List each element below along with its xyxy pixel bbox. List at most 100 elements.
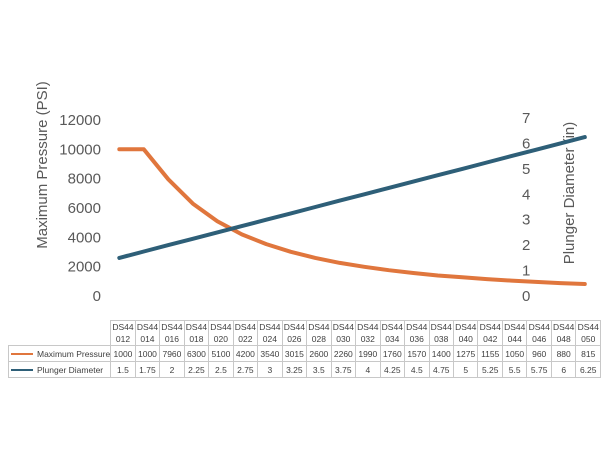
category-label: DS44 042 (477, 320, 503, 346)
legend-swatch (11, 369, 33, 372)
y-right-tick-label: 4 (522, 186, 530, 203)
table-cell: 1.5 (110, 361, 136, 378)
category-label-line: DS44 (234, 322, 257, 332)
category-label-line: 018 (189, 334, 204, 344)
table-cell: 6.25 (575, 361, 601, 378)
category-label-line: DS44 (504, 322, 526, 332)
y-right-tick-label: 7 (522, 110, 530, 127)
table-cell: 1990 (355, 345, 381, 362)
category-label-line: DS44 (332, 322, 354, 332)
table-cell: 3015 (281, 345, 308, 362)
category-label-line: DS44 (283, 322, 305, 332)
table-cell: 1400 (428, 345, 455, 362)
table-cell: 1760 (379, 345, 406, 362)
category-label: DS44 026 (281, 320, 308, 346)
table-cell: 1000 (134, 345, 161, 362)
table-cell: 1570 (404, 345, 430, 362)
category-label-line: 032 (360, 334, 375, 344)
y-left-tick-label: 0 (93, 288, 101, 305)
category-label-line: 028 (311, 334, 326, 344)
category-label: DS44 022 (232, 320, 259, 346)
category-label: DS44 034 (379, 320, 406, 346)
table-cell: 5.5 (501, 361, 528, 378)
table-cell: 6300 (183, 345, 210, 362)
category-label: DS44 012 (110, 320, 136, 346)
table-cell: 5.75 (526, 361, 552, 378)
category-label: DS44 028 (306, 320, 332, 346)
category-label-line: 014 (140, 334, 155, 344)
category-label-line: DS44 (161, 322, 183, 332)
table-cell: 3.75 (330, 361, 357, 378)
category-label-line: DS44 (136, 322, 159, 332)
table-cell: 5.25 (477, 361, 503, 378)
data-table: DS44 012 DS44 014 DS44 016 DS44 018 DS44 020 DS44 0… (7, 320, 601, 378)
category-label: DS44 036 (404, 320, 430, 346)
category-label-line: DS44 (455, 322, 477, 332)
table-cell: 1275 (452, 345, 479, 362)
category-label: DS44 032 (355, 320, 381, 346)
table-cell: 2 (159, 361, 185, 378)
table-cell: 3 (257, 361, 283, 378)
legend-entry: Maximum Pressure (7, 345, 112, 362)
table-cell: 3540 (257, 345, 283, 362)
table-cell: 2.75 (232, 361, 259, 378)
category-label: DS44 048 (550, 320, 577, 346)
category-label-line: DS44 (528, 322, 550, 332)
table-cell: 4200 (232, 345, 259, 362)
legend-entry: Plunger Diameter (7, 361, 112, 378)
y-right-tick-label: 2 (522, 237, 530, 254)
category-label-line: 016 (164, 334, 180, 344)
table-cell: 4.5 (404, 361, 430, 378)
table-corner (9, 321, 111, 346)
table-cell: 815 (575, 345, 601, 362)
category-label: DS44 016 (159, 320, 185, 346)
category-label-line: DS44 (553, 322, 575, 332)
category-label: DS44 046 (526, 320, 552, 346)
legend-swatch (11, 353, 33, 356)
category-label-line: DS44 (381, 322, 403, 332)
category-label-line: 046 (532, 334, 547, 344)
category-label-line: 012 (115, 334, 131, 344)
series-line-1 (117, 147, 587, 286)
y-left-tick-label: 8000 (68, 171, 101, 188)
table-cell: 1155 (477, 345, 503, 362)
category-label-line: 030 (336, 334, 351, 344)
category-label-line: DS44 (406, 322, 428, 332)
table-cell: 6 (550, 361, 577, 378)
category-label-line: DS44 (308, 322, 330, 332)
y-left-tick-label: 10000 (59, 141, 101, 158)
category-label: DS44 038 (428, 320, 455, 346)
category-label-line: 038 (434, 334, 449, 344)
category-label-line: 026 (287, 334, 302, 344)
y-left-tick-label: 4000 (68, 229, 101, 246)
table-header-row: DS44 012 DS44 014 DS44 016 DS44 018 DS44 020 DS44 0… (9, 320, 601, 346)
category-label-line: 036 (409, 334, 424, 344)
y-right-axis-title: Plunger Diameter (in) (561, 122, 578, 265)
table-cell: 2.5 (208, 361, 234, 378)
category-label-line: DS44 (479, 322, 501, 332)
table-row: Maximum Pressure 1000 1000 7960 6300 5100 4200… (7, 345, 601, 362)
y-left-tick-label: 2000 (68, 259, 101, 276)
category-label: DS44 044 (501, 320, 528, 346)
y-right-tick-label: 3 (522, 212, 530, 229)
category-label-line: 050 (581, 334, 596, 344)
category-label-line: 044 (507, 334, 522, 344)
category-label: DS44 030 (330, 320, 357, 346)
category-label-line: DS44 (430, 322, 452, 332)
category-label-line: 048 (556, 334, 571, 344)
category-label: DS44 024 (257, 320, 283, 346)
y-left-tick-label: 6000 (68, 200, 101, 217)
y-right-tick-label: 1 (522, 263, 530, 280)
category-label: DS44 020 (208, 320, 234, 346)
table-cell: 4.75 (428, 361, 455, 378)
table-cell: 2260 (330, 345, 357, 362)
category-label-line: DS44 (210, 322, 232, 332)
chart-plot-area: Maximum Pressure (PSI) Plunger Diameter … (34, 81, 587, 305)
table-cell: 4.25 (379, 361, 406, 378)
category-label: DS44 050 (575, 320, 601, 346)
category-label: DS44 018 (183, 320, 210, 346)
category-label-line: 034 (385, 334, 400, 344)
y-left-tick-label: 12000 (59, 112, 101, 129)
category-label: DS44 014 (134, 320, 161, 346)
y-right-tick-label: 6 (522, 135, 530, 152)
